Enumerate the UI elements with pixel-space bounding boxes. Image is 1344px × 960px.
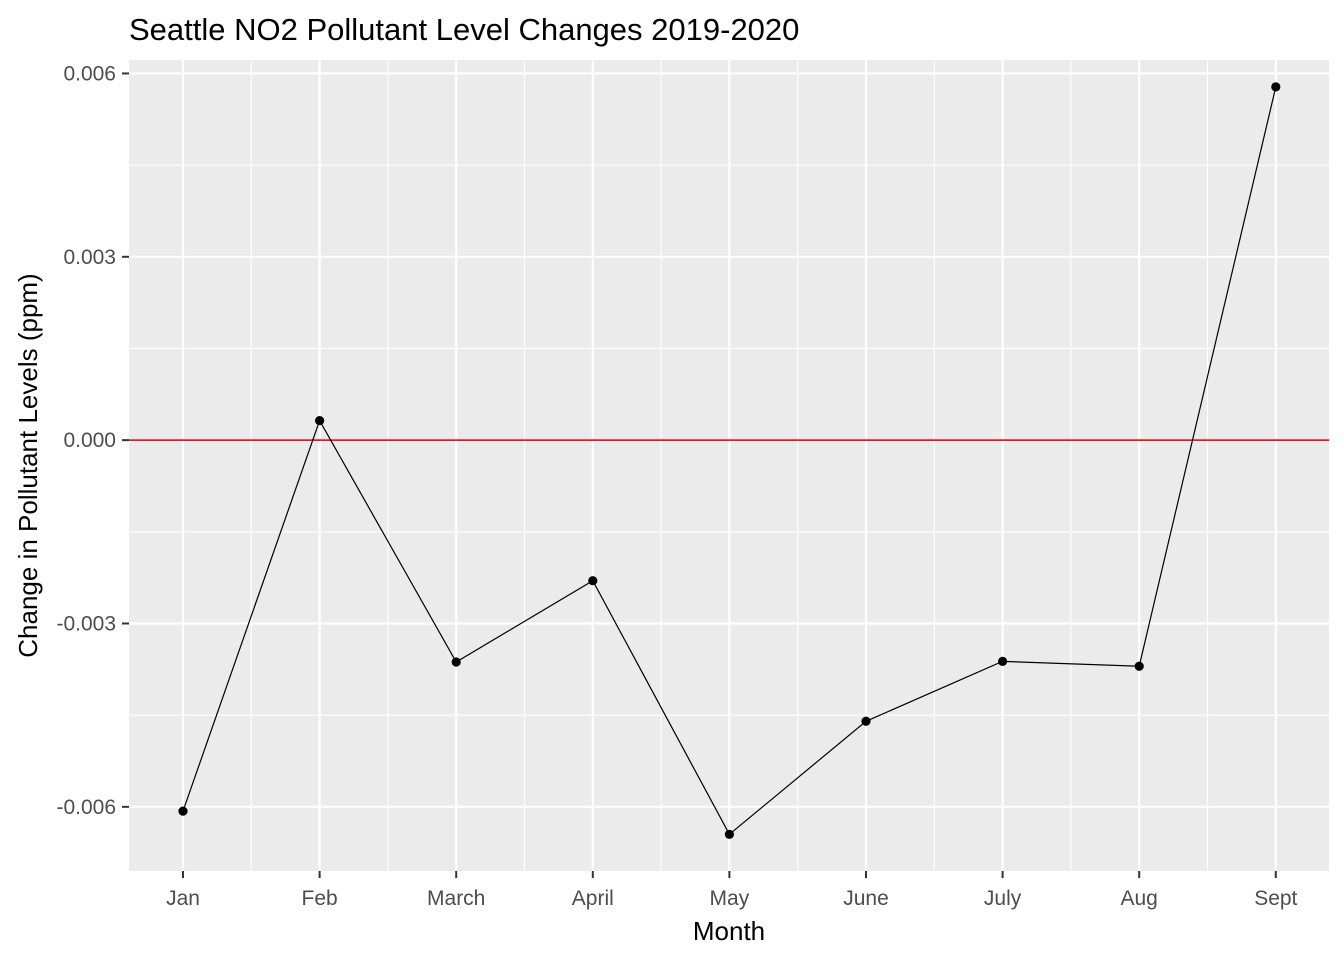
x-tick-label: Aug — [1121, 887, 1158, 910]
x-tick-label: March — [427, 887, 485, 910]
x-tick-label: May — [710, 887, 750, 910]
x-tick-label: Feb — [302, 887, 338, 910]
x-tick-label: June — [843, 887, 889, 910]
x-tick-label: Sept — [1254, 887, 1297, 910]
data-point-feb — [315, 415, 325, 426]
y-tick-label: 0.000 — [63, 429, 116, 452]
y-tick-label: -0.003 — [56, 612, 116, 635]
data-point-sept — [1271, 82, 1281, 92]
y-axis: -0.006 -0.003 0.000 0.003 0.006 — [56, 62, 129, 819]
data-points — [178, 82, 1281, 839]
data-point-july — [998, 656, 1008, 666]
y-tick-label: 0.003 — [63, 246, 116, 269]
x-tick-label: Jan — [166, 887, 200, 910]
x-tick-label: April — [572, 887, 614, 910]
y-tick-label: 0.006 — [63, 62, 116, 85]
data-point-march — [451, 657, 461, 667]
y-axis-title: Change in Pollutant Levels (ppm) — [13, 273, 43, 657]
y-tick-label: -0.006 — [56, 796, 116, 819]
data-point-aug — [1134, 661, 1144, 671]
x-axis: Jan Feb March April May June July Aug Sept — [166, 871, 1298, 910]
x-tick-label: July — [984, 887, 1022, 910]
data-point-june — [861, 716, 871, 726]
data-point-jan — [178, 806, 188, 816]
data-point-may — [724, 829, 735, 839]
chart-title: Seattle NO2 Pollutant Level Changes 2019… — [129, 12, 799, 47]
data-point-april — [588, 576, 598, 586]
x-axis-title: Month — [693, 916, 765, 946]
